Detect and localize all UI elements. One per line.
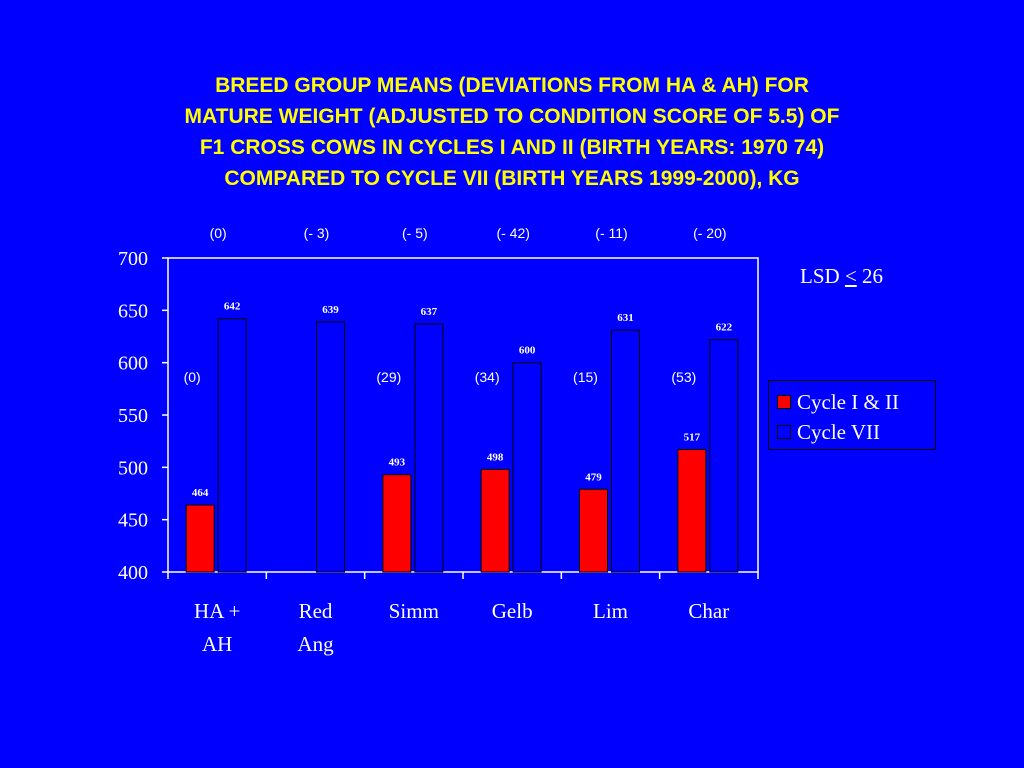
bar-cycle-vii — [709, 339, 739, 573]
bar-cycle-i-ii — [579, 488, 608, 573]
data-label: 498 — [487, 451, 504, 463]
title-line: COMPARED TO CYCLE VII (BIRTH YEARS 1999-… — [224, 167, 800, 190]
top-annotation: (- 11) — [595, 225, 627, 241]
bar-cycle-vii — [414, 323, 444, 573]
data-label: 493 — [389, 457, 406, 469]
top-annotation: (- 5) — [402, 225, 428, 241]
chart-title: BREED GROUP MEANS (DEVIATIONS FROM HA & … — [60, 70, 964, 194]
title-line: F1 CROSS COWS IN CYCLES I AND II (BIRTH … — [199, 136, 825, 159]
bar-cycle-i-ii — [382, 474, 412, 573]
bar-cycle-vii — [512, 362, 542, 573]
lsd-prefix: LSD — [800, 264, 845, 288]
x-tick-label: Simm — [389, 599, 439, 623]
x-tick-label: HA + — [194, 599, 240, 623]
data-label: 600 — [519, 345, 536, 357]
x-tick-label: Lim — [593, 599, 628, 623]
bar-cycle-i-ii — [480, 468, 510, 573]
mid-annotation: (15) — [573, 369, 598, 385]
title-line: BREED GROUP MEANS (DEVIATIONS FROM HA & … — [215, 74, 809, 97]
x-tick-label: AH — [202, 632, 232, 656]
legend: Cycle I & II Cycle VII — [768, 380, 936, 450]
legend-swatch-blue — [777, 425, 791, 439]
legend-swatch-red — [777, 395, 791, 409]
y-tick-label: 600 — [118, 353, 148, 375]
data-label: 642 — [224, 301, 241, 313]
legend-label: Cycle VII — [797, 419, 881, 444]
y-tick-label: 700 — [118, 248, 148, 270]
data-label: 479 — [585, 471, 602, 483]
data-label: 639 — [322, 304, 339, 316]
bar-cycle-vii — [611, 329, 640, 573]
top-annotation: (- 42) — [496, 225, 529, 241]
mid-annotation: (29) — [376, 369, 401, 385]
mid-annotation: (0) — [184, 369, 201, 385]
top-annotation: (- 20) — [693, 225, 726, 241]
x-tick-label: Ang — [297, 632, 334, 656]
lsd-value: 26 — [856, 264, 884, 288]
data-label: 631 — [617, 312, 634, 324]
x-tick-label: Gelb — [492, 599, 533, 623]
legend-item-cycle-vii: Cycle VII — [777, 417, 935, 447]
top-annotation: (- 3) — [304, 225, 330, 241]
data-label: 517 — [684, 432, 701, 444]
y-tick-label: 650 — [118, 300, 148, 322]
bar-cycle-i-ii — [677, 449, 707, 573]
plot-area — [167, 257, 759, 573]
mid-annotation: (53) — [671, 369, 696, 385]
lsd-symbol: < — [844, 264, 857, 288]
y-tick-label: 450 — [118, 510, 148, 532]
y-tick-label: 550 — [118, 405, 148, 427]
bar-cycle-i-ii — [185, 504, 215, 573]
y-tick-label: 500 — [118, 457, 148, 479]
data-label: 637 — [421, 306, 438, 318]
bar-cycle-vii — [217, 318, 247, 573]
lsd-note: LSD < 26 — [800, 264, 883, 289]
y-tick-label: 400 — [118, 562, 148, 584]
legend-item-cycle-i-ii: Cycle I & II — [777, 387, 935, 417]
title-line: MATURE WEIGHT (ADJUSTED TO CONDITION SCO… — [184, 105, 840, 128]
x-tick-label: Char — [688, 599, 729, 623]
data-label: 464 — [192, 487, 209, 499]
x-tick-label: Red — [299, 599, 333, 623]
data-label: 622 — [716, 322, 733, 334]
legend-label: Cycle I & II — [797, 389, 900, 414]
bar-cycle-vii — [316, 321, 345, 573]
top-annotation: (0) — [210, 225, 227, 241]
mid-annotation: (34) — [475, 369, 500, 385]
